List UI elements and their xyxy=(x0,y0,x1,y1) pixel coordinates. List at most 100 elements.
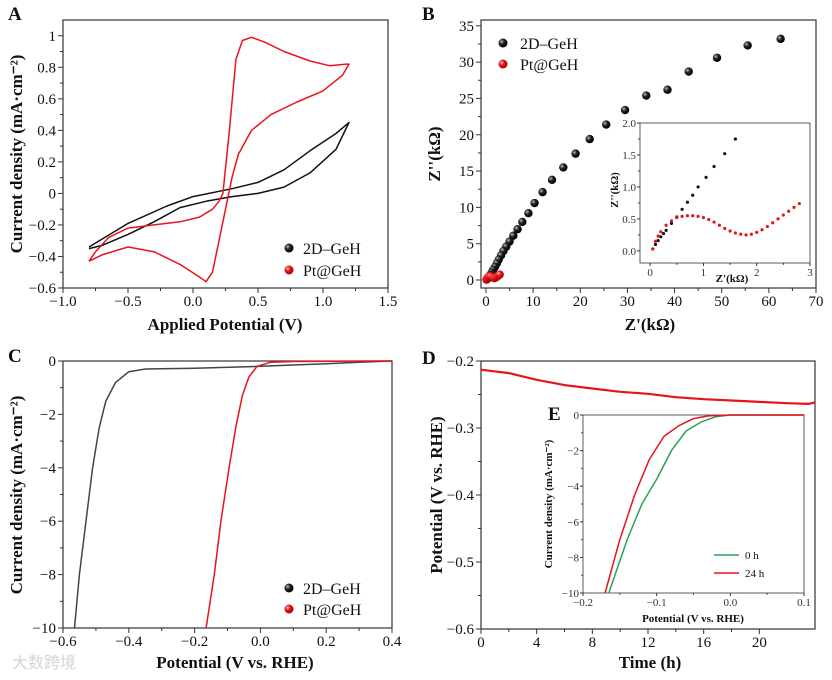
y-tick-label: −0.2 xyxy=(29,218,56,234)
legend-label: Pt@GeH xyxy=(303,263,362,280)
data-point xyxy=(771,221,775,225)
x-axis-label: Potential (V vs. RHE) xyxy=(642,613,744,625)
y-tick-label: 0 xyxy=(467,273,475,289)
y-tick-label: −2 xyxy=(567,446,579,458)
x-axis-label: Z'(kΩ) xyxy=(716,273,749,285)
y-tick-label: −10 xyxy=(562,588,580,600)
x-tick-label: −0.2 xyxy=(181,634,208,650)
data-point xyxy=(755,230,759,234)
x-tick-label: 20 xyxy=(573,294,588,310)
legend-marker xyxy=(284,265,294,275)
data-point xyxy=(651,247,655,251)
data-point xyxy=(744,233,748,237)
panel-C: −0.6 −0.4 −0.2 0.0 0.2 0.4 −10 −8 −6 −4 −2 0 Potenti… xyxy=(7,346,402,672)
data-point xyxy=(712,164,716,169)
data-point xyxy=(513,224,522,234)
x-tick-label: 50 xyxy=(714,294,729,310)
panel-E: −0.2 −0.1 0.0 0.1 −10 −8 −6 −4 −2 0 Potential (V v… xyxy=(543,404,811,625)
data-point xyxy=(669,221,674,225)
y-tick-label: 15 xyxy=(459,164,474,180)
data-point xyxy=(685,214,690,218)
panel-letter: D xyxy=(422,348,436,369)
y-tick-label: 10 xyxy=(459,200,474,216)
x-tick-label: 16 xyxy=(696,635,712,651)
legend-label: Pt@GeH xyxy=(520,57,579,74)
y-tick-label: −0.6 xyxy=(29,281,57,297)
series-line xyxy=(88,36,350,283)
legend-label: 2D–GeH xyxy=(303,581,361,598)
y-tick-label: 0.5 xyxy=(622,214,636,226)
legend-marker xyxy=(284,604,294,614)
y-tick-label: 25 xyxy=(459,91,474,107)
y-axis-label: Z''(kΩ) xyxy=(609,172,621,208)
x-tick-label: 40 xyxy=(667,294,682,310)
plot-frame xyxy=(582,414,805,594)
data-point xyxy=(781,213,785,217)
data-point xyxy=(792,205,796,209)
x-tick-label: 10 xyxy=(526,294,541,310)
x-tick-label: 3 xyxy=(807,267,813,279)
data-point xyxy=(620,105,630,115)
y-tick-label: 20 xyxy=(459,128,474,144)
x-tick-label: 0.4 xyxy=(383,634,402,650)
data-point xyxy=(739,232,743,236)
data-point xyxy=(712,220,716,224)
x-tick-label: −0.1 xyxy=(647,597,667,609)
data-point xyxy=(680,207,684,211)
data-point xyxy=(661,231,666,236)
x-tick-label: 20 xyxy=(752,635,767,651)
data-point xyxy=(530,198,539,208)
data-point xyxy=(656,239,660,243)
data-point xyxy=(656,234,660,238)
plot-frame xyxy=(639,122,811,264)
y-tick-label: 0.6 xyxy=(37,92,56,108)
data-point xyxy=(524,208,533,218)
data-point xyxy=(733,137,737,141)
legend-label: Pt@GeH xyxy=(303,602,362,619)
data-point xyxy=(680,214,684,218)
y-tick-label: −0.4 xyxy=(447,488,475,504)
x-axis-label: Z'(kΩ) xyxy=(625,315,675,334)
y-axis-label: Potential (V vs. RHE) xyxy=(427,416,446,573)
data-point xyxy=(659,235,663,239)
legend-label: 0 h xyxy=(745,550,759,562)
y-tick-label: 1 xyxy=(49,29,57,45)
data-point xyxy=(776,217,780,221)
x-tick-label: 0.0 xyxy=(184,294,203,310)
series-line xyxy=(604,414,804,594)
data-point xyxy=(701,216,706,220)
x-tick-label: 12 xyxy=(641,635,656,651)
x-axis-label: Applied Potential (V) xyxy=(148,315,303,334)
x-tick-label: 30 xyxy=(620,294,635,310)
x-tick-label: 0.2 xyxy=(317,634,336,650)
panel-Bi: 0 1 2 3 0.0 0.5 1.0 1.5 2.0 Z'(kΩ) Z''(kΩ) xyxy=(609,118,813,285)
legend-marker xyxy=(284,243,294,253)
y-tick-label: 30 xyxy=(459,55,474,71)
y-tick-label: 1.5 xyxy=(622,150,636,162)
x-tick-label: 2 xyxy=(754,267,760,279)
y-tick-label: −6 xyxy=(567,517,579,529)
data-point xyxy=(749,232,753,236)
y-tick-label: 2.0 xyxy=(622,118,636,130)
x-tick-label: 0.1 xyxy=(797,597,811,609)
y-tick-label: −4 xyxy=(567,481,579,493)
legend-label: 2D–GeH xyxy=(303,241,361,258)
y-axis-label: Current density (mA·cm⁻²) xyxy=(7,55,26,254)
data-point xyxy=(696,185,700,189)
panel-letter: A xyxy=(8,4,22,25)
y-tick-label: 0 xyxy=(49,186,57,202)
data-point xyxy=(723,152,727,156)
data-point xyxy=(642,91,651,100)
data-point xyxy=(684,67,693,76)
data-point xyxy=(669,219,674,223)
data-point xyxy=(653,242,658,247)
x-axis-label: Potential (V vs. RHE) xyxy=(156,653,313,672)
data-point xyxy=(760,228,764,232)
y-tick-label: −2 xyxy=(40,407,56,423)
series-line xyxy=(73,360,393,629)
y-tick-label: −8 xyxy=(40,568,56,584)
plot-frame xyxy=(62,360,393,629)
legend-label: 2D–GeH xyxy=(520,36,578,53)
y-tick-label: −8 xyxy=(567,552,579,564)
y-axis-label: Z''(kΩ) xyxy=(425,126,444,181)
